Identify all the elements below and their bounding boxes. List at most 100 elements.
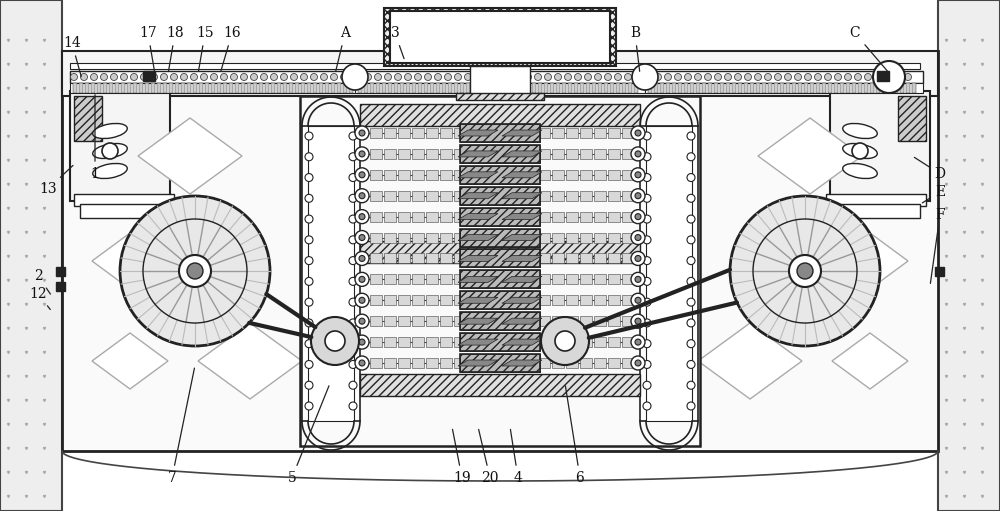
Bar: [440, 149, 452, 159]
Bar: [139, 83, 143, 93]
Bar: [876, 83, 880, 93]
Circle shape: [101, 74, 108, 81]
Bar: [744, 83, 748, 93]
Bar: [85, 83, 89, 93]
Bar: [510, 191, 522, 201]
Polygon shape: [502, 130, 542, 136]
Polygon shape: [502, 276, 542, 283]
Bar: [460, 124, 540, 142]
Bar: [424, 83, 428, 93]
Circle shape: [355, 272, 369, 286]
Bar: [482, 316, 494, 326]
Circle shape: [359, 318, 365, 324]
Bar: [538, 253, 550, 264]
Circle shape: [643, 236, 651, 244]
Bar: [482, 149, 494, 159]
Bar: [496, 274, 508, 284]
Circle shape: [643, 215, 651, 223]
Bar: [460, 312, 540, 330]
Bar: [594, 358, 606, 368]
Circle shape: [359, 235, 365, 241]
Bar: [412, 337, 424, 347]
Bar: [720, 83, 724, 93]
Bar: [552, 170, 564, 180]
Bar: [906, 83, 910, 93]
Bar: [482, 295, 494, 305]
Bar: [496, 149, 508, 159]
Bar: [608, 170, 620, 180]
Bar: [608, 337, 620, 347]
Bar: [79, 83, 83, 93]
Ellipse shape: [843, 164, 877, 178]
Bar: [482, 170, 494, 180]
Bar: [440, 253, 452, 264]
Circle shape: [494, 74, 502, 81]
Bar: [645, 83, 923, 93]
Bar: [426, 170, 438, 180]
Bar: [538, 83, 542, 93]
Bar: [412, 358, 424, 368]
Bar: [552, 358, 564, 368]
Bar: [259, 83, 263, 93]
Circle shape: [852, 143, 868, 159]
Circle shape: [355, 356, 369, 370]
Circle shape: [305, 215, 313, 223]
Circle shape: [349, 257, 357, 265]
Circle shape: [631, 335, 645, 349]
Circle shape: [71, 74, 78, 81]
Polygon shape: [458, 235, 498, 241]
Bar: [394, 83, 398, 93]
Text: 2: 2: [34, 269, 50, 294]
Bar: [482, 274, 494, 284]
Bar: [454, 233, 466, 243]
Circle shape: [305, 257, 313, 265]
Circle shape: [564, 74, 572, 81]
Polygon shape: [502, 318, 542, 324]
Circle shape: [121, 74, 128, 81]
Bar: [608, 128, 620, 138]
Polygon shape: [458, 256, 498, 262]
Bar: [426, 358, 438, 368]
Circle shape: [635, 276, 641, 283]
Bar: [412, 274, 424, 284]
Bar: [370, 316, 382, 326]
Bar: [412, 212, 424, 222]
Bar: [319, 83, 323, 93]
Bar: [460, 249, 540, 267]
Circle shape: [643, 360, 651, 368]
Bar: [384, 358, 396, 368]
Bar: [912, 83, 916, 93]
Bar: [468, 128, 480, 138]
Circle shape: [643, 298, 651, 306]
Bar: [384, 212, 396, 222]
Bar: [289, 83, 293, 93]
Bar: [454, 337, 466, 347]
Polygon shape: [458, 318, 498, 324]
Circle shape: [434, 74, 442, 81]
Bar: [398, 233, 410, 243]
Bar: [97, 83, 101, 93]
Circle shape: [844, 74, 851, 81]
Bar: [774, 83, 778, 93]
Circle shape: [331, 74, 338, 81]
Circle shape: [687, 215, 695, 223]
Circle shape: [161, 74, 168, 81]
Circle shape: [291, 74, 298, 81]
Bar: [552, 316, 564, 326]
Circle shape: [635, 172, 641, 178]
Polygon shape: [502, 151, 542, 157]
Bar: [468, 358, 480, 368]
Circle shape: [359, 214, 365, 220]
Circle shape: [321, 74, 328, 81]
Bar: [502, 83, 506, 93]
Bar: [426, 233, 438, 243]
Bar: [566, 295, 578, 305]
Text: 13: 13: [39, 166, 73, 196]
Bar: [482, 253, 494, 264]
Bar: [898, 96, 926, 141]
Bar: [510, 274, 522, 284]
Bar: [307, 83, 311, 93]
Bar: [412, 128, 424, 138]
Bar: [634, 83, 638, 93]
Bar: [390, 11, 610, 63]
